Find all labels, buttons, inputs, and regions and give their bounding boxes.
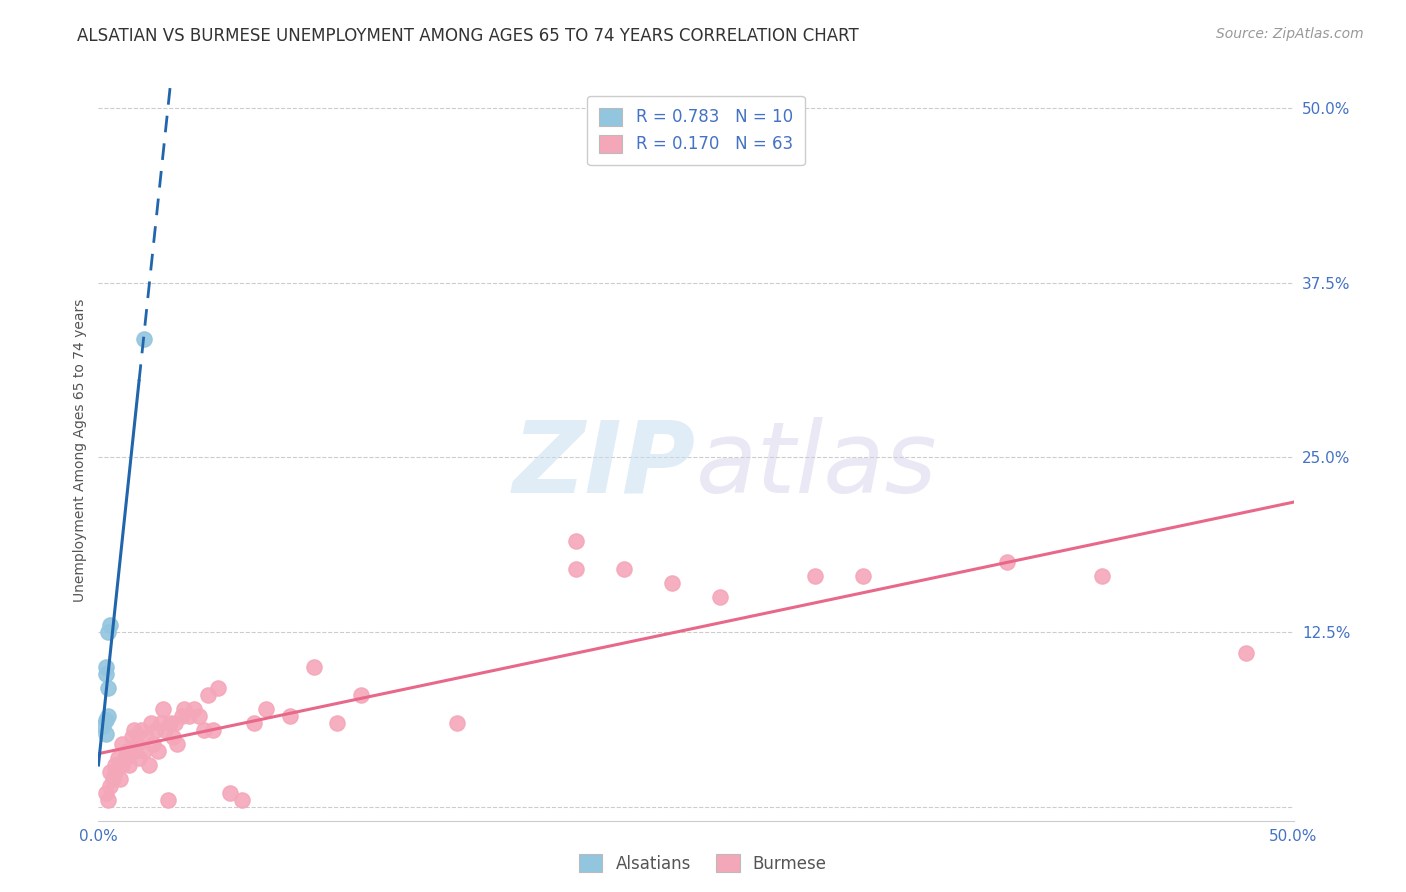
Point	[128, 751, 150, 765]
Point	[104, 764, 127, 779]
Point	[254, 702, 277, 716]
Point	[207, 681, 229, 695]
Point	[98, 764, 122, 779]
Y-axis label: Unemployment Among Ages 65 to 74 years: Unemployment Among Ages 65 to 74 years	[73, 299, 87, 602]
Point	[118, 757, 141, 772]
Point	[111, 757, 134, 772]
Point	[94, 660, 117, 674]
Point	[173, 702, 195, 716]
Point	[179, 709, 201, 723]
Point	[278, 709, 301, 723]
Point	[135, 730, 157, 744]
Point	[149, 715, 172, 730]
Point	[326, 715, 349, 730]
Point	[565, 534, 588, 549]
Point	[1234, 646, 1257, 660]
Legend: R = 0.783   N = 10, R = 0.170   N = 63: R = 0.783 N = 10, R = 0.170 N = 63	[588, 96, 804, 165]
Point	[142, 737, 165, 751]
Point	[193, 723, 215, 737]
Point	[172, 709, 194, 723]
Point	[156, 793, 179, 807]
Point	[124, 723, 146, 737]
Point	[97, 625, 120, 640]
Point	[132, 332, 155, 346]
Point	[152, 702, 174, 716]
Point	[104, 757, 127, 772]
Point	[446, 715, 468, 730]
Point	[163, 715, 186, 730]
Point	[661, 576, 683, 591]
Point	[91, 719, 114, 733]
Legend: Alsatians, Burmese: Alsatians, Burmese	[572, 847, 834, 880]
Point	[995, 555, 1018, 569]
Point	[219, 786, 242, 800]
Point	[94, 667, 117, 681]
Point	[231, 793, 253, 807]
Point	[145, 723, 167, 737]
Text: Source: ZipAtlas.com: Source: ZipAtlas.com	[1216, 27, 1364, 41]
Point	[183, 702, 205, 716]
Point	[166, 737, 188, 751]
Point	[94, 727, 117, 741]
Point	[111, 737, 134, 751]
Point	[159, 715, 181, 730]
Text: ALSATIAN VS BURMESE UNEMPLOYMENT AMONG AGES 65 TO 74 YEARS CORRELATION CHART: ALSATIAN VS BURMESE UNEMPLOYMENT AMONG A…	[77, 27, 859, 45]
Point	[97, 709, 120, 723]
Text: ZIP: ZIP	[513, 417, 696, 514]
Point	[613, 562, 636, 576]
Point	[94, 713, 117, 727]
Point	[101, 772, 124, 786]
Point	[302, 660, 325, 674]
Text: atlas: atlas	[696, 417, 938, 514]
Point	[114, 751, 136, 765]
Point	[1091, 569, 1114, 583]
Point	[108, 772, 131, 786]
Point	[107, 751, 129, 765]
Point	[565, 562, 588, 576]
Point	[121, 730, 143, 744]
Point	[138, 757, 160, 772]
Point	[98, 779, 122, 793]
Point	[115, 744, 138, 758]
Point	[155, 723, 177, 737]
Point	[197, 688, 219, 702]
Point	[804, 569, 827, 583]
Point	[97, 681, 120, 695]
Point	[139, 715, 162, 730]
Point	[162, 730, 184, 744]
Point	[243, 715, 266, 730]
Point	[124, 744, 146, 758]
Point	[709, 590, 731, 604]
Point	[131, 723, 153, 737]
Point	[132, 744, 155, 758]
Point	[350, 688, 373, 702]
Point	[125, 737, 148, 751]
Point	[94, 786, 117, 800]
Point	[148, 744, 170, 758]
Point	[98, 618, 122, 632]
Point	[187, 709, 209, 723]
Point	[97, 793, 120, 807]
Point	[852, 569, 875, 583]
Point	[202, 723, 225, 737]
